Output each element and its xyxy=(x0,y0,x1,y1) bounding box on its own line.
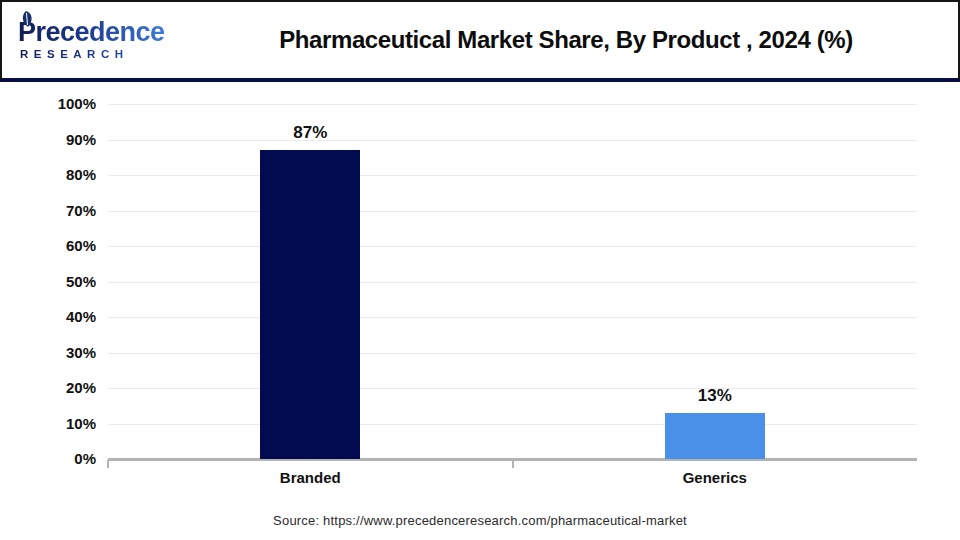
y-axis-tick-label: 20% xyxy=(16,377,96,399)
chart-region: 87%Branded13%Generics 0%10%20%30%40%50%6… xyxy=(0,82,960,540)
source-attribution: Source: https://www.precedenceresearch.c… xyxy=(0,513,960,528)
gridline xyxy=(108,246,917,247)
logo-sub-text: RESEARCH xyxy=(20,49,192,61)
category-label-generics: Generics xyxy=(635,469,795,486)
chart-title: Pharmaceutical Market Share, By Product … xyxy=(192,26,958,54)
infographic-frame: Precedence RESEARCH Pharmaceutical Marke… xyxy=(0,0,960,540)
gridline xyxy=(108,175,917,176)
x-axis-tick xyxy=(107,460,109,468)
y-axis-tick-label: 90% xyxy=(16,129,96,151)
gridline xyxy=(108,424,917,425)
y-axis-tick-label: 10% xyxy=(16,413,96,435)
x-axis-tick xyxy=(512,460,514,468)
y-axis-tick-label: 0% xyxy=(16,448,96,470)
y-axis-tick-label: 80% xyxy=(16,164,96,186)
gridline xyxy=(108,211,917,212)
gridline xyxy=(108,104,917,105)
header: Precedence RESEARCH Pharmaceutical Marke… xyxy=(0,0,960,82)
y-axis-tick-label: 100% xyxy=(16,93,96,115)
gridline xyxy=(108,317,917,318)
gridline xyxy=(108,388,917,389)
y-axis-tick-label: 60% xyxy=(16,235,96,257)
leaf-icon xyxy=(16,10,36,30)
y-axis-tick-label: 50% xyxy=(16,271,96,293)
brand-logo: Precedence RESEARCH xyxy=(2,19,192,61)
bar-generics xyxy=(665,413,765,459)
plot-area: 87%Branded13%Generics xyxy=(108,104,917,459)
y-axis-tick-label: 30% xyxy=(16,342,96,364)
y-axis-tick-label: 70% xyxy=(16,200,96,222)
gridline xyxy=(108,282,917,283)
bar-value-label-branded: 87% xyxy=(250,123,370,143)
bar-value-label-generics: 13% xyxy=(655,386,775,406)
category-label-branded: Branded xyxy=(230,469,390,486)
gridline xyxy=(108,353,917,354)
logo-brand-text: Precedence xyxy=(18,19,165,46)
bar-branded xyxy=(260,150,360,459)
y-axis-tick-label: 40% xyxy=(16,306,96,328)
gridline xyxy=(108,140,917,141)
